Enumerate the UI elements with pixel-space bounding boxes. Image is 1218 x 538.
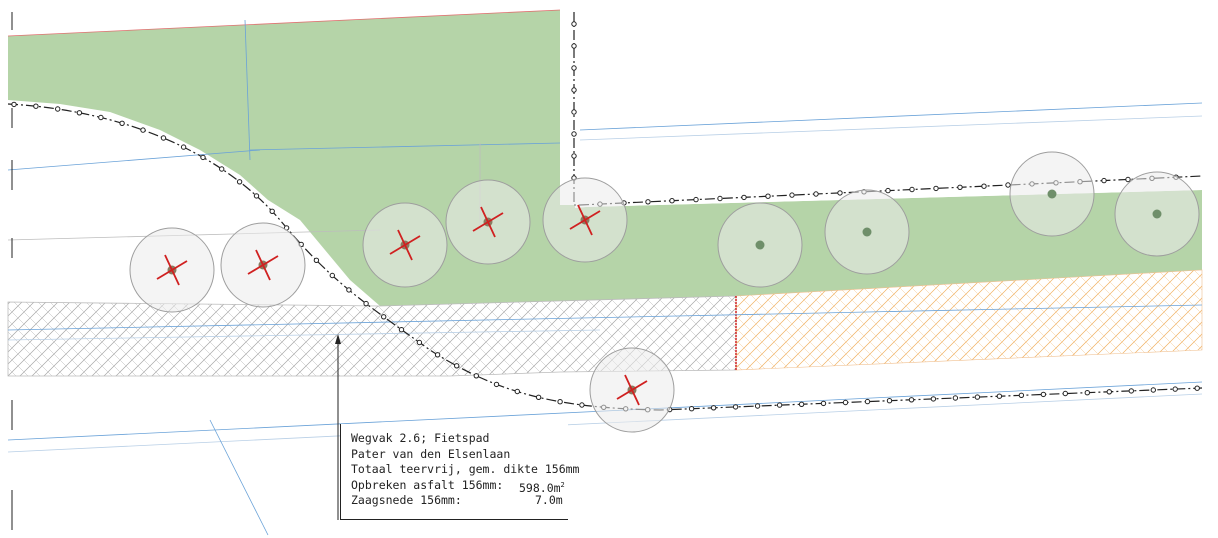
grey-dot-tree-icon <box>1009 151 1095 237</box>
boundary-marker <box>952 395 959 401</box>
boundary-marker <box>76 110 83 116</box>
boundary-marker <box>1062 390 1069 397</box>
boundary-marker <box>1106 389 1113 395</box>
boundary-marker <box>557 399 563 405</box>
boundary-marker <box>11 101 17 108</box>
boundary-marker <box>571 21 577 27</box>
boundary-marker <box>930 396 937 402</box>
boundary-marker <box>140 127 146 133</box>
boundary-marker <box>269 208 275 215</box>
boundary-marker <box>789 192 795 198</box>
boundary-marker <box>416 339 423 346</box>
boundary-marker <box>1125 176 1131 183</box>
boundary-marker <box>1194 385 1200 391</box>
boundary-marker <box>571 87 577 93</box>
boundary-marker <box>645 199 651 205</box>
boundary-marker <box>571 153 577 159</box>
boundary-marker <box>1128 388 1135 394</box>
leader-arrow <box>335 334 341 344</box>
boundary-marker <box>434 352 441 358</box>
boundary-marker <box>1150 387 1157 393</box>
boundary-marker <box>363 300 369 307</box>
boundary-marker <box>571 43 577 49</box>
red-cross-tree-icon <box>129 227 215 313</box>
red-cross-tree-icon <box>542 177 628 263</box>
boundary-marker <box>571 65 577 71</box>
boundary-marker <box>741 194 747 201</box>
grey-dot-tree-icon <box>1114 171 1200 257</box>
boundary-marker <box>909 186 915 193</box>
boundary-marker <box>765 193 771 199</box>
boundary-marker <box>219 166 225 172</box>
boundary-marker <box>313 257 320 263</box>
boundary-marker <box>398 327 405 333</box>
boundary-marker <box>579 402 585 408</box>
boundary-marker <box>571 109 577 115</box>
grey-dot-tree-icon <box>824 189 910 275</box>
boundary-marker <box>693 196 699 203</box>
boundary-marker <box>688 406 695 412</box>
boundary-marker <box>957 184 963 191</box>
annotation-line-5: Zaagsnede 156mm: 7.0m <box>351 493 563 507</box>
boundary-marker <box>776 402 783 408</box>
boundary-marker <box>514 388 520 395</box>
boundary-marker <box>535 394 542 400</box>
boundary-marker <box>813 191 819 197</box>
boundary-marker <box>55 106 61 112</box>
boundary-marker <box>119 120 125 127</box>
boundary-marker <box>493 381 500 388</box>
boundary-marker <box>329 272 335 279</box>
boundary-marker <box>908 397 915 403</box>
boundary-marker <box>710 405 717 411</box>
boundary-marker <box>820 400 827 407</box>
boundary-marker <box>933 185 939 192</box>
boundary-marker <box>754 403 761 409</box>
boundary-marker <box>346 287 352 293</box>
boundary-marker <box>454 363 460 369</box>
annotation-line-4: Opbreken asfalt 156mm: 598.0m2 <box>351 477 565 495</box>
boundary-marker <box>236 179 243 185</box>
boundary-marker <box>253 193 260 199</box>
boundary-marker <box>33 103 39 109</box>
tree-layer <box>129 151 1200 433</box>
boundary-marker <box>798 401 805 407</box>
boundary-marker <box>571 131 577 137</box>
boundary-marker <box>180 144 187 150</box>
boundary-marker <box>864 398 871 405</box>
boundary-marker <box>473 373 479 379</box>
red-cross-tree-icon <box>445 179 531 265</box>
boundary-marker <box>996 393 1003 399</box>
boundary-marker <box>837 190 843 196</box>
boundary-marker <box>981 183 987 189</box>
annotation-line-3: Totaal teervrij, gem. dikte 156mm <box>351 462 580 476</box>
boundary-marker <box>98 114 104 121</box>
boundary-marker <box>974 394 981 400</box>
annotation-line-2: Pater van den Elsenlaan <box>351 446 511 461</box>
boundary-marker <box>842 399 849 406</box>
boundary-marker <box>1018 392 1025 398</box>
boundary-marker <box>1005 182 1011 188</box>
boundary-marker <box>669 198 675 204</box>
red-cross-tree-icon <box>220 222 306 308</box>
boundary-marker <box>1172 386 1178 392</box>
boundary-marker <box>886 398 893 404</box>
red-cross-tree-icon <box>589 347 675 433</box>
boundary-marker <box>160 135 167 141</box>
boundary-marker <box>717 195 723 202</box>
red-cross-tree-icon <box>362 202 448 288</box>
boundary-line-curve <box>7 103 1203 411</box>
annotation-line-1: Wegvak 2.6; Fietspad <box>351 431 490 445</box>
boundary-marker <box>885 187 891 194</box>
boundary-line-building <box>573 12 1203 206</box>
boundary-marker <box>1040 391 1047 398</box>
annotation-box: Wegvak 2.6; Fietspad Pater van den Elsen… <box>340 424 580 520</box>
grey-dot-tree-icon <box>717 202 803 288</box>
boundary-marker <box>1084 390 1091 396</box>
boundary-marker <box>1101 177 1107 184</box>
boundary-marker <box>732 404 739 410</box>
boundary-marker <box>200 154 206 161</box>
boundary-marker <box>381 314 387 320</box>
